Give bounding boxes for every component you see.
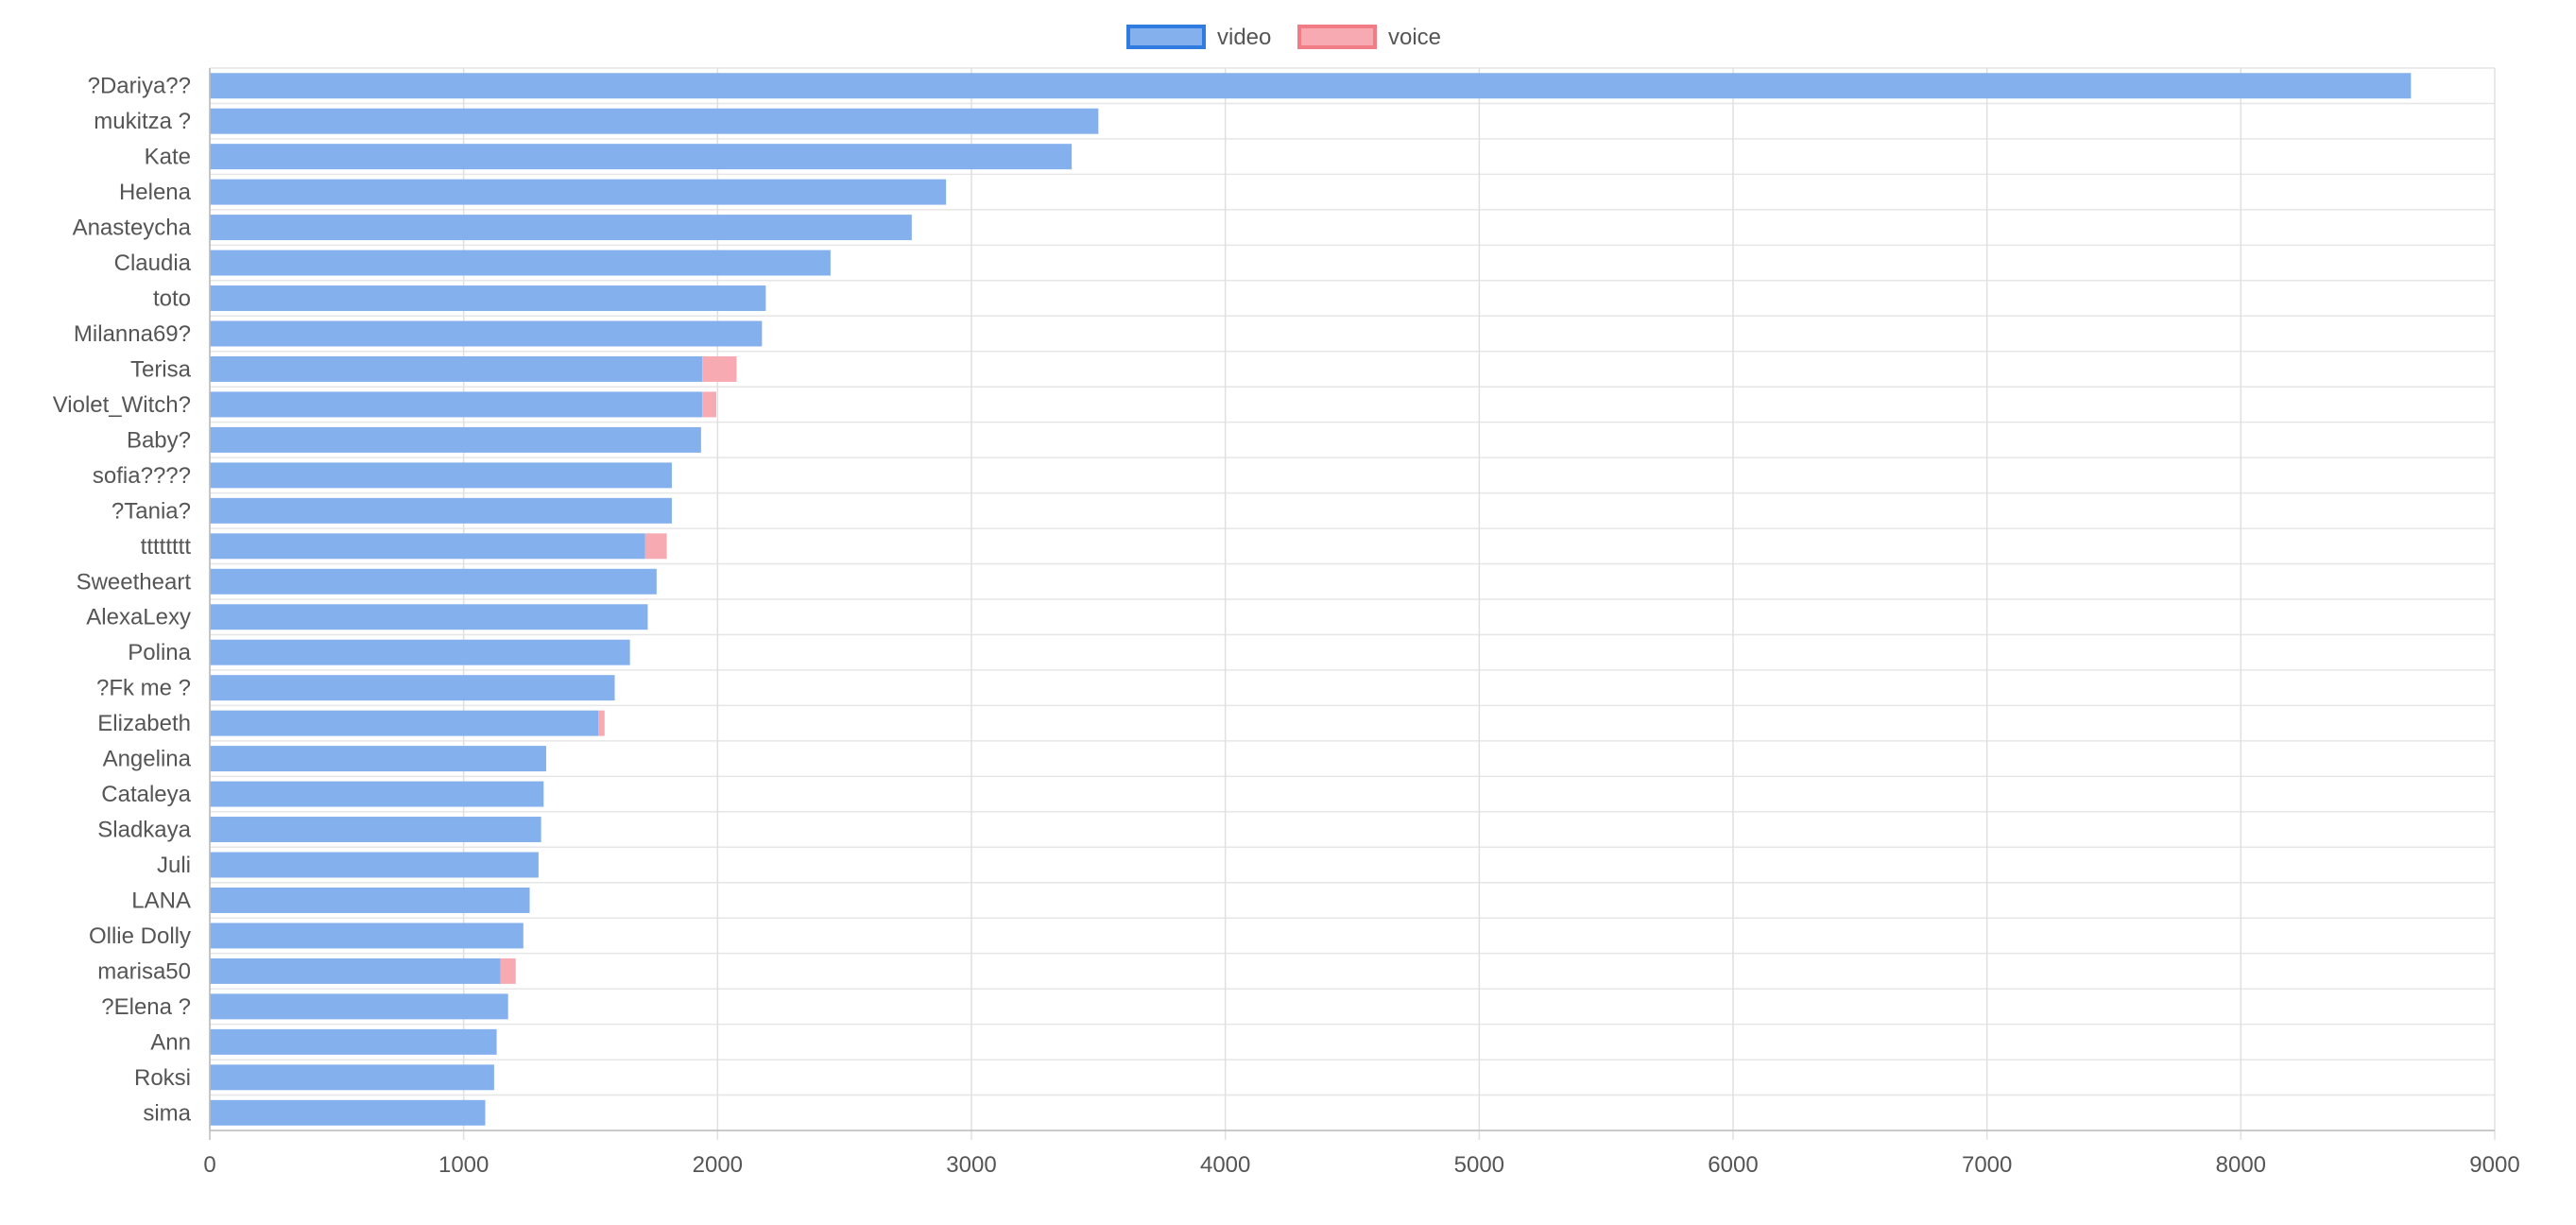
category-label: Terisa [130, 356, 192, 382]
bar-video[interactable] [210, 1064, 494, 1091]
bar-video[interactable] [210, 497, 672, 524]
bars [210, 73, 2412, 1126]
category-label: mukitza ? [94, 109, 191, 134]
bar-video[interactable] [210, 215, 912, 241]
legend-swatch [1126, 25, 1206, 49]
category-label: Elizabeth [97, 711, 191, 736]
bar-video[interactable] [210, 781, 544, 807]
bar-voice[interactable] [702, 391, 716, 418]
x-tick-label: 6000 [1708, 1152, 1758, 1178]
bar-video[interactable] [210, 746, 546, 772]
category-label: Sladkaya [97, 818, 191, 843]
category-label: AlexaLexy [86, 605, 191, 630]
bar-video[interactable] [210, 108, 1099, 134]
bar-video[interactable] [210, 852, 539, 878]
category-label: Ollie Dolly [89, 923, 191, 949]
bar-video[interactable] [210, 462, 672, 489]
bar-video[interactable] [210, 179, 947, 205]
category-label: Cataleya [101, 782, 191, 807]
bar-video[interactable] [210, 391, 703, 418]
category-label: tttttttt [141, 534, 192, 560]
grid-lines [209, 67, 2496, 1140]
category-label: LANA [131, 888, 191, 913]
bar-video[interactable] [210, 320, 763, 347]
x-tick-label: 9000 [2469, 1152, 2519, 1178]
category-label: Kate [145, 145, 191, 170]
bar-video[interactable] [210, 958, 501, 984]
axes [209, 68, 2495, 1131]
legend-item-voice[interactable]: voice [1297, 25, 1441, 50]
legend-label: voice [1388, 25, 1441, 50]
category-label: ?Fk me ? [96, 676, 191, 701]
bar-video[interactable] [210, 887, 530, 913]
category-label: ?Elena ? [101, 994, 191, 1020]
legend[interactable]: video voice [1126, 25, 1441, 50]
bar-video[interactable] [210, 675, 615, 701]
x-tick-label: 0 [203, 1152, 215, 1178]
category-label: Helena [119, 180, 192, 205]
bar-video[interactable] [210, 923, 524, 949]
bar-video[interactable] [210, 817, 541, 843]
category-label: Angelina [103, 747, 192, 772]
legend-item-video[interactable]: video [1126, 25, 1271, 50]
category-label: Claudia [114, 250, 192, 276]
bar-video[interactable] [210, 639, 630, 665]
category-label: sofia???? [93, 463, 191, 489]
bar-voice[interactable] [702, 355, 737, 382]
bar-voice[interactable] [644, 533, 667, 560]
x-tick-label: 5000 [1454, 1152, 1504, 1178]
bar-video[interactable] [210, 355, 703, 382]
category-label: marisa50 [97, 958, 191, 984]
bar-video[interactable] [210, 250, 831, 276]
bar-video[interactable] [210, 710, 599, 736]
bar-video[interactable] [210, 993, 508, 1020]
bar-voice[interactable] [500, 958, 516, 984]
x-tick-label: 7000 [1962, 1152, 2012, 1178]
category-label: Baby? [127, 427, 191, 453]
bar-video[interactable] [210, 426, 701, 453]
category-label: sima [143, 1100, 191, 1126]
bar-video[interactable] [210, 1028, 497, 1055]
x-tick-labels: 0 1000 2000 3000 4000 5000 6000 7000 8000 9000 [203, 1152, 2519, 1178]
legend-label: video [1217, 25, 1271, 50]
category-label: Ann [150, 1029, 191, 1055]
bar-video[interactable] [210, 533, 645, 560]
x-tick-label: 8000 [2216, 1152, 2266, 1178]
category-label: Sweetheart [77, 569, 192, 595]
category-labels: ?Dariya?? mukitza ? Kate Helena Anasteycha Cl… [53, 74, 192, 1127]
bar-video[interactable] [210, 285, 766, 312]
category-label: Polina [128, 640, 191, 665]
x-tick-label: 2000 [693, 1152, 743, 1178]
category-label: ?Dariya?? [88, 74, 191, 99]
x-tick-label: 4000 [1200, 1152, 1250, 1178]
category-label: ?Tania? [112, 498, 191, 524]
x-tick-label: 1000 [438, 1152, 489, 1178]
category-label: Juli [157, 853, 191, 878]
bar-video[interactable] [210, 604, 648, 630]
category-label: Milanna69? [74, 321, 191, 347]
legend-swatch [1297, 25, 1377, 49]
bar-video[interactable] [210, 568, 657, 595]
bar-video[interactable] [210, 144, 1073, 170]
bar-video[interactable] [210, 73, 2412, 99]
category-label: Violet_Witch? [53, 392, 191, 418]
x-tick-label: 3000 [946, 1152, 996, 1178]
bar-video[interactable] [210, 1099, 486, 1126]
bar-voice[interactable] [598, 710, 605, 736]
category-label: toto [153, 286, 191, 312]
category-label: Anasteycha [73, 216, 192, 241]
category-label: Roksi [134, 1065, 191, 1091]
